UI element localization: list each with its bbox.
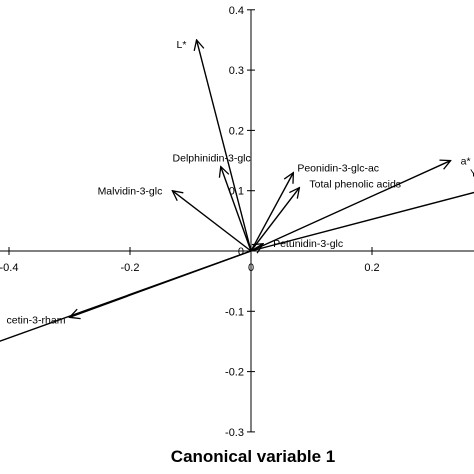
tick-marks: 0.40.30.20.10-0.1-0.2-0.3-0.4-0.200.2	[0, 5, 380, 439]
vector-arrow	[197, 40, 252, 252]
y-tick-label: -0.3	[225, 427, 244, 439]
vector-label: Malvidin-3-glc	[98, 186, 163, 198]
vector-label: Total phenolic acids	[309, 179, 401, 191]
vector-labels: L* Delphinidin-3-glc Malvidin-3-glc Peonidi…	[7, 39, 474, 326]
y-tick-label: -0.2	[225, 367, 244, 379]
vector-label: L*	[177, 39, 187, 51]
x-axis-title: Canonical variable 1	[171, 447, 335, 466]
vector-arrow	[0, 250, 252, 342]
vector-arrow	[250, 244, 263, 251]
x-tick-label: -0.4	[0, 262, 18, 274]
vector-arrow	[250, 188, 299, 252]
vector-arrow	[250, 161, 451, 252]
vector-label: Peonidin-3-glc-ac	[297, 163, 379, 175]
vector-label: Delphinidin-3-glc	[173, 153, 251, 165]
vector-label: a*	[461, 156, 471, 168]
vectors	[0, 40, 474, 342]
vector-arrow	[172, 191, 252, 252]
y-tick-label: 0.4	[229, 5, 244, 17]
x-tick-label: 0.2	[364, 262, 379, 274]
vector-label: Petunidin-3-glc	[273, 238, 343, 250]
x-tick-label: -0.2	[121, 262, 140, 274]
y-tick-label: -0.1	[225, 306, 244, 318]
y-tick-label: 0.2	[229, 125, 244, 137]
axes	[0, 9, 474, 432]
y-tick-label: 0	[238, 246, 244, 258]
vector-arrow	[250, 173, 293, 252]
vector-arrow	[250, 191, 474, 252]
vector-arrow	[221, 167, 252, 252]
vector-label: cetin-3-rham	[7, 314, 66, 326]
x-tick-label: 0	[248, 262, 254, 274]
vector-label: Y	[470, 168, 474, 180]
y-tick-label: 0.3	[229, 65, 244, 77]
